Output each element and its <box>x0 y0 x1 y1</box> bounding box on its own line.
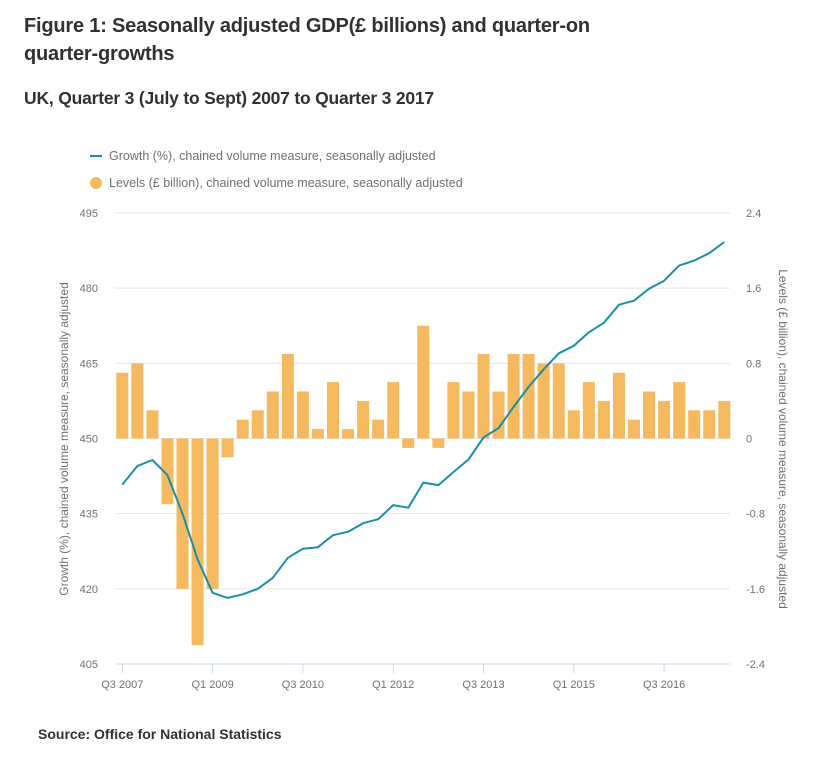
bar <box>131 363 144 439</box>
x-tick-label: Q3 2013 <box>462 679 504 691</box>
bar <box>447 382 460 439</box>
bar <box>688 410 701 439</box>
bar <box>432 438 445 448</box>
line-series <box>121 241 725 599</box>
right-tick-label: -2.4 <box>746 659 765 671</box>
bar <box>402 438 415 448</box>
x-tick-label: Q3 2010 <box>282 679 324 691</box>
left-tick-label: 450 <box>80 434 98 446</box>
x-tick-label: Q3 2007 <box>101 679 143 691</box>
bar <box>327 382 339 439</box>
x-tick-label: Q1 2009 <box>191 679 233 691</box>
line-marker-icon <box>90 154 102 157</box>
bar <box>567 410 580 439</box>
bar <box>387 382 400 439</box>
bar <box>628 419 640 439</box>
left-tick-label: 405 <box>80 659 98 671</box>
bar <box>251 410 264 439</box>
bar <box>537 363 550 439</box>
axes: 495 2.4 480 1.6 465 0.8 450 0 435 -0.8 420 -1.6 405 -… <box>80 208 765 691</box>
bar <box>206 438 219 589</box>
legend-label-growth: Growth (%), chained volume measure, seas… <box>109 148 436 163</box>
right-tick-label: -1.6 <box>746 584 765 596</box>
bar <box>552 363 565 439</box>
bar <box>462 391 475 439</box>
legend-item-levels[interactable]: Levels (£ billion), chained volume measu… <box>90 169 463 196</box>
bar <box>116 372 129 439</box>
bar <box>643 391 656 439</box>
bar <box>266 391 279 439</box>
bar <box>191 438 204 646</box>
right-tick-label: 1.6 <box>746 283 761 295</box>
bar <box>342 429 355 439</box>
bar <box>357 400 370 439</box>
bar <box>507 353 520 439</box>
legend: Growth (%), chained volume measure, seas… <box>90 142 463 196</box>
source-note: Source: Office for National Statistics <box>38 726 282 742</box>
right-tick-label: 0 <box>746 434 752 446</box>
bar <box>161 438 174 505</box>
bar <box>522 353 535 439</box>
bar <box>612 372 625 439</box>
chart-title: Figure 1: Seasonally adjusted GDP(£ bill… <box>24 15 590 65</box>
bar <box>477 353 490 439</box>
bar <box>597 400 610 439</box>
bar <box>146 410 159 439</box>
left-axis-title: Growth (%), chained volume measure, seas… <box>57 282 71 596</box>
legend-item-growth[interactable]: Growth (%), chained volume measure, seas… <box>90 142 463 169</box>
left-tick-label: 435 <box>80 509 98 521</box>
bar <box>703 410 716 439</box>
bar <box>582 382 595 439</box>
bar-series <box>116 325 731 646</box>
right-tick-label: 0.8 <box>746 358 761 370</box>
x-tick-label: Q3 2016 <box>643 679 685 691</box>
bar <box>281 353 294 439</box>
bar <box>658 400 671 439</box>
bar <box>221 438 234 458</box>
bar <box>311 429 324 439</box>
x-tick-label: Q1 2015 <box>553 679 595 691</box>
bar <box>372 419 385 439</box>
bar <box>417 325 430 439</box>
x-tick-label: Q1 2012 <box>372 679 414 691</box>
left-tick-label: 420 <box>80 584 98 596</box>
bar <box>236 419 249 439</box>
right-tick-label: -0.8 <box>746 509 765 521</box>
bar <box>296 391 309 439</box>
left-tick-label: 495 <box>80 208 98 220</box>
chart-subtitle: UK, Quarter 3 (July to Sept) 2007 to Qua… <box>24 88 434 108</box>
left-tick-label: 465 <box>80 358 98 370</box>
left-tick-label: 480 <box>80 283 98 295</box>
bar <box>492 391 505 439</box>
right-axis-title: Levels (£ billion), chained volume measu… <box>776 269 790 609</box>
dot-marker-icon <box>90 176 102 189</box>
right-tick-label: 2.4 <box>746 208 761 220</box>
bar <box>673 382 686 439</box>
legend-label-levels: Levels (£ billion), chained volume measu… <box>109 175 463 190</box>
bar <box>718 400 731 439</box>
